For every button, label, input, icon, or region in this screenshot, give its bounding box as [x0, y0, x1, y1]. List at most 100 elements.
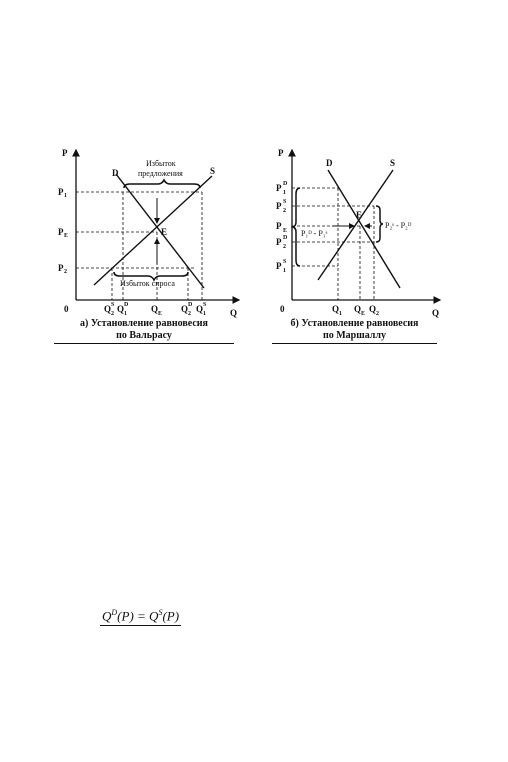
svg-text:P: P [276, 261, 282, 271]
q2d-label: Q D 2 [181, 302, 193, 317]
demand-label: D [112, 168, 119, 178]
svg-text:S: S [283, 259, 287, 265]
caption-marshall-line2: по Маршаллу [322, 330, 386, 341]
left-note: P₁ᴰ - P₁ˢ [301, 229, 328, 238]
svg-text:P: P [58, 263, 64, 273]
right-note: P₂ˢ - P₂ᴰ [385, 221, 412, 230]
svg-text:P: P [58, 227, 64, 237]
svg-text:2: 2 [376, 311, 379, 317]
svg-text:P: P [276, 183, 282, 193]
svg-text:S: S [111, 302, 115, 308]
svg-text:D: D [124, 302, 129, 308]
supply-curve [93, 175, 213, 286]
svg-text:E: E [64, 233, 68, 239]
formula-lhs-sup: D [111, 608, 118, 617]
supply-label: S [390, 158, 395, 168]
svg-text:1: 1 [203, 311, 206, 317]
svg-text:2: 2 [64, 269, 67, 275]
p1s-label: P S 1 [276, 259, 287, 274]
svg-text:Q: Q [354, 304, 361, 314]
svg-text:P: P [58, 187, 64, 197]
svg-text:P: P [276, 201, 282, 211]
svg-text:1: 1 [283, 190, 286, 196]
svg-text:2: 2 [283, 208, 286, 214]
svg-text:1: 1 [124, 311, 127, 317]
equilibrium-formula: QD(P) = QS(P) [100, 608, 182, 627]
svg-text:2: 2 [283, 244, 286, 250]
excess-demand-label: Избыток спроса [120, 279, 175, 288]
p-axis-label: P [278, 148, 284, 158]
svg-text:2: 2 [111, 311, 114, 317]
origin-label: 0 [64, 304, 69, 314]
svg-text:P: P [276, 221, 282, 231]
supply-curve [317, 169, 394, 281]
supply-label: S [210, 166, 215, 176]
q1s-label: Q S 1 [196, 302, 207, 317]
formula-rhs-sup: S [158, 608, 163, 617]
excess-supply-brace [123, 178, 201, 189]
svg-text:D: D [283, 235, 288, 241]
svg-text:E: E [158, 311, 162, 317]
formula-rhs: Q [149, 608, 159, 624]
svg-text:D: D [283, 181, 288, 187]
demand-curve [115, 173, 205, 289]
svg-text:S: S [203, 302, 207, 308]
svg-text:Q: Q [104, 304, 111, 314]
formula-rhs-arg: (P) [162, 608, 180, 624]
right-brace [375, 205, 384, 243]
formula-lhs-arg: (P) = [117, 608, 150, 624]
q1d-label: Q D 1 [117, 302, 129, 317]
caption-walras-line1: а) Установление равновесия [80, 318, 208, 329]
caption-marshall: б) Установление равновесия по Маршаллу [272, 318, 437, 344]
formula-lhs: Q [102, 608, 112, 624]
p2s-label: P S 2 [276, 199, 287, 214]
q-axis-label: Q [432, 308, 439, 318]
origin-label: 0 [280, 304, 285, 314]
q-axis-label: Q [230, 308, 237, 318]
svg-text:Q: Q [332, 304, 339, 314]
p-axis-label: P [62, 148, 68, 158]
left-brace [290, 187, 301, 267]
excess-demand-brace [113, 271, 189, 282]
q2s-label: Q S 2 [104, 302, 115, 317]
p1d-label: P D 1 [276, 181, 288, 196]
svg-text:2: 2 [188, 311, 191, 317]
svg-text:1: 1 [339, 311, 342, 317]
caption-walras: а) Установление равновесия по Вальрасу [54, 318, 234, 344]
demand-label: D [326, 158, 333, 168]
svg-text:S: S [283, 199, 287, 205]
svg-text:Q: Q [117, 304, 124, 314]
excess-supply-label-2: предложения [138, 169, 183, 178]
svg-text:Q: Q [196, 304, 203, 314]
caption-marshall-line1: б) Установление равновесия [290, 318, 419, 329]
demand-curve [327, 169, 401, 289]
svg-text:Q: Q [181, 304, 188, 314]
excess-supply-label-1: Избыток [146, 159, 176, 168]
svg-text:P: P [276, 237, 282, 247]
svg-text:Q: Q [369, 304, 376, 314]
caption-walras-line2: по Вальрасу [116, 330, 172, 341]
svg-text:1: 1 [283, 268, 286, 274]
svg-text:E: E [361, 311, 365, 317]
svg-text:Q: Q [151, 304, 158, 314]
equilibrium-label: E [356, 210, 362, 220]
equilibrium-label: E [161, 227, 167, 237]
svg-text:1: 1 [64, 193, 67, 199]
p2d-label: P D 2 [276, 235, 288, 250]
svg-text:D: D [188, 302, 193, 308]
svg-text:E: E [283, 228, 287, 234]
